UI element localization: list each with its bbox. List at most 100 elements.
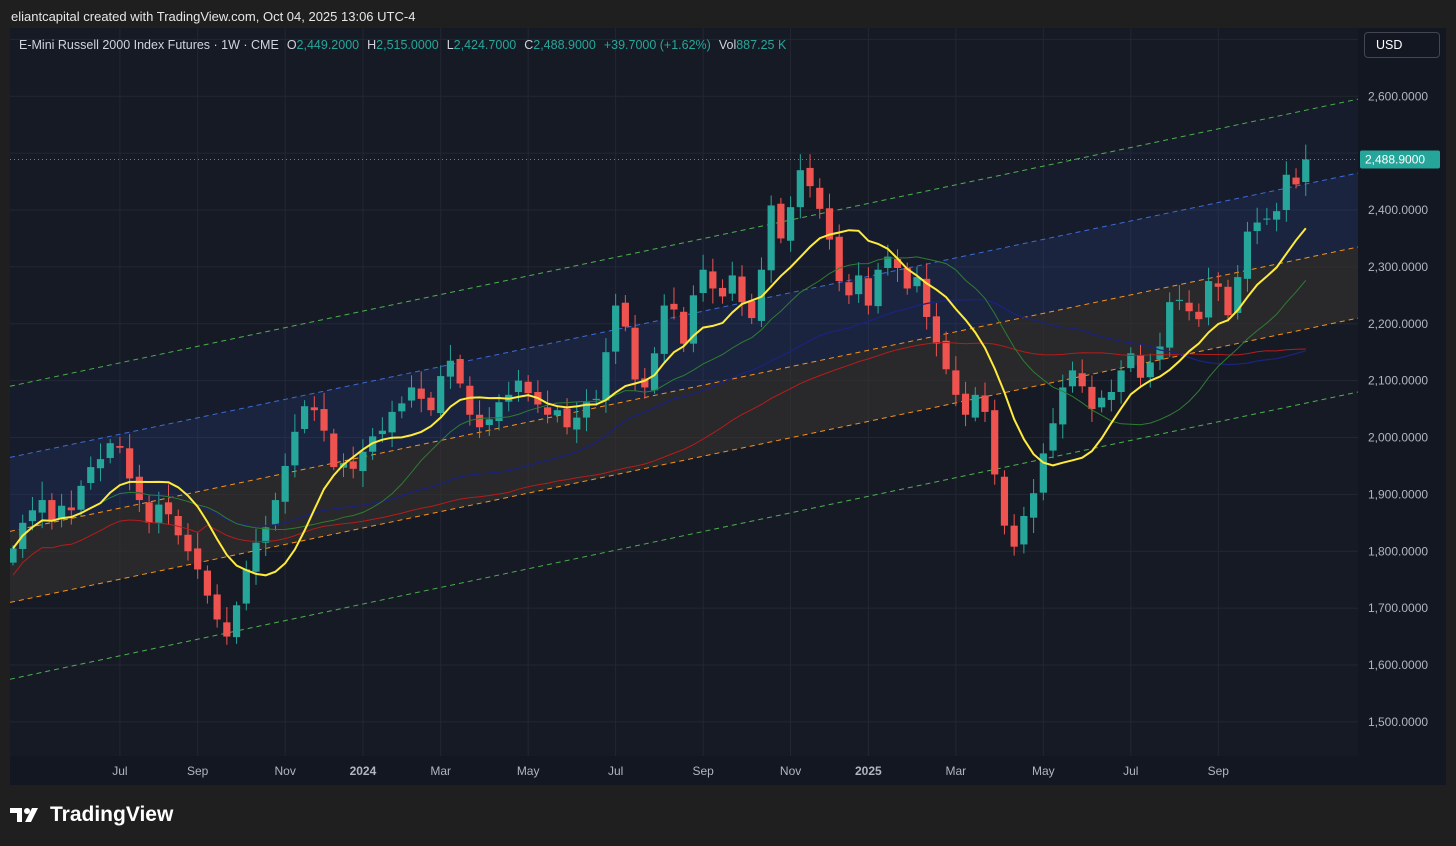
- candle-body: [952, 370, 960, 395]
- candle-body: [232, 605, 241, 638]
- channel-band-orange: [10, 246, 1358, 603]
- last-price-label: 2,488.9000: [1365, 152, 1425, 166]
- price-tick-label: 2,100.0000: [1368, 374, 1428, 388]
- candle-body: [1010, 525, 1018, 547]
- candle-body: [709, 271, 717, 289]
- channel-line-lower-orange: [10, 317, 1358, 603]
- candle-body: [446, 360, 454, 377]
- time-tick-label: Sep: [1208, 764, 1230, 778]
- candle-body: [602, 352, 610, 401]
- candle-body: [1195, 311, 1203, 320]
- candle-body: [592, 398, 600, 400]
- candle-body: [271, 500, 280, 526]
- price-tick-label: 1,800.0000: [1368, 544, 1428, 558]
- price-axis[interactable]: 2,700.00002,600.00002,400.00002,300.0000…: [1358, 28, 1446, 756]
- candle-body: [174, 515, 182, 536]
- last-price-tag: [1360, 150, 1440, 169]
- candle-body: [1282, 174, 1290, 210]
- candle-body: [1185, 302, 1193, 312]
- low-value: 2,424.7000: [453, 38, 517, 52]
- candlestick-chart[interactable]: [10, 28, 1358, 756]
- candle-body: [466, 385, 474, 415]
- candle-body: [1253, 222, 1261, 232]
- candle-body: [903, 268, 911, 289]
- tradingview-logo[interactable]: TradingView: [10, 803, 173, 827]
- price-tick-label: 2,600.0000: [1368, 89, 1428, 103]
- candle-body: [777, 203, 785, 239]
- candle-body: [223, 622, 231, 637]
- time-tick-label: Mar: [430, 764, 451, 778]
- candle-body: [1166, 302, 1174, 348]
- candle-body: [1020, 515, 1028, 545]
- candle-body: [923, 278, 931, 317]
- candle-body: [1127, 353, 1135, 369]
- candle-body: [87, 467, 95, 483]
- candle-body: [1292, 177, 1300, 185]
- candle-body: [96, 459, 105, 469]
- candle-body: [1224, 286, 1232, 316]
- time-tick-label: 2025: [855, 764, 882, 778]
- candle-body: [1107, 392, 1115, 400]
- candle-body: [699, 269, 707, 294]
- price-tick-label: 2,200.0000: [1368, 317, 1428, 331]
- time-axis[interactable]: Jul Sep Nov 2024 Mar May Jul Sep Nov 2025 Mar May Ju…: [10, 756, 1358, 785]
- time-tick-label: Jul: [608, 764, 623, 778]
- candle-body: [67, 507, 75, 511]
- candle-body: [106, 443, 114, 458]
- candle-body: [932, 316, 940, 344]
- candle-body: [1088, 386, 1096, 410]
- candle-body: [320, 409, 328, 431]
- open-value: 2,449.2000: [296, 38, 360, 52]
- candle-body: [631, 327, 639, 380]
- candle-body: [155, 504, 163, 523]
- candle-body: [893, 258, 902, 269]
- open-label: O: [286, 38, 297, 52]
- candle-body: [1273, 211, 1281, 220]
- candle-body: [48, 500, 56, 522]
- candle-body: [1204, 281, 1213, 318]
- candle-body: [874, 269, 882, 307]
- price-pane[interactable]: E-Mini Russell 2000 Index Futures · 1W ·…: [10, 28, 1358, 756]
- candle-body: [417, 388, 425, 399]
- time-tick-label: May: [517, 764, 540, 778]
- channel-band-upper: [10, 99, 1358, 458]
- ma-line-blue: [12, 298, 1306, 549]
- candle-body: [845, 282, 853, 296]
- ma-line-red: [12, 341, 1306, 576]
- candle-body: [582, 402, 591, 418]
- candle-body: [1156, 346, 1164, 360]
- candle-body: [495, 402, 503, 422]
- candle-body: [349, 461, 357, 469]
- channel-line-upper-green: [10, 98, 1358, 387]
- candle-body: [1214, 283, 1222, 287]
- price-tick-label: 2,400.0000: [1368, 203, 1428, 217]
- time-tick-label: Sep: [692, 764, 714, 778]
- candle-body: [1030, 493, 1038, 518]
- time-tick-label: 2024: [350, 764, 377, 778]
- price-tick-label: 2,000.0000: [1368, 431, 1428, 445]
- candle-body: [971, 394, 979, 418]
- candle-body: [767, 205, 775, 271]
- symbol-title[interactable]: E-Mini Russell 2000 Index Futures · 1W ·…: [19, 38, 279, 52]
- candle-body: [981, 395, 989, 412]
- price-tick-label: 2,300.0000: [1368, 260, 1428, 274]
- candle-body: [796, 170, 804, 208]
- candle-body: [291, 431, 299, 466]
- high-value: 2,515.0000: [376, 38, 439, 52]
- price-tick-label: 1,600.0000: [1368, 658, 1428, 672]
- candle-body: [1136, 355, 1145, 378]
- candle-body: [1263, 218, 1271, 220]
- candle-body: [58, 505, 66, 520]
- time-tick-label: Jul: [1123, 764, 1138, 778]
- candle-body: [485, 419, 493, 425]
- candle-body: [660, 305, 668, 354]
- candle-body: [718, 287, 727, 297]
- candle-body: [427, 397, 435, 411]
- price-tick-label: 1,700.0000: [1368, 601, 1428, 615]
- candle-body: [1059, 387, 1067, 425]
- candle-body: [689, 295, 697, 344]
- volume-value: 887.25 K: [736, 38, 787, 52]
- currency-button[interactable]: USD: [1364, 32, 1440, 58]
- candle-body: [991, 410, 999, 475]
- candle-body: [864, 278, 872, 306]
